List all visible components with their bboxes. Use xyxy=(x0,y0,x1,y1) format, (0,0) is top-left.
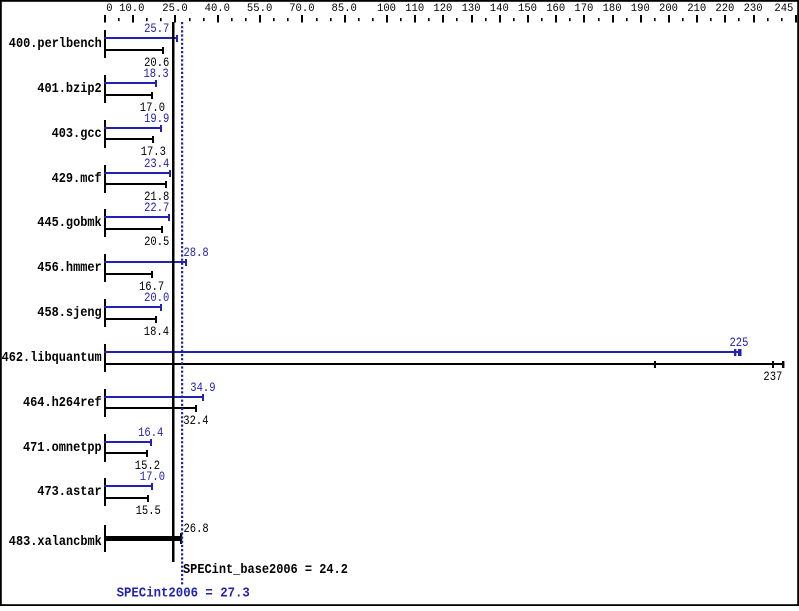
svg-text:210: 210 xyxy=(687,3,706,15)
svg-text:85.0: 85.0 xyxy=(332,3,357,15)
svg-text:16.4: 16.4 xyxy=(138,425,163,440)
svg-text:26.8: 26.8 xyxy=(184,521,209,536)
svg-text:473.astar: 473.astar xyxy=(37,485,101,500)
svg-text:55.0: 55.0 xyxy=(247,3,272,15)
svg-text:20.6: 20.6 xyxy=(144,55,169,70)
svg-text:200: 200 xyxy=(659,3,678,15)
svg-text:245: 245 xyxy=(774,3,793,15)
svg-text:237: 237 xyxy=(763,369,782,384)
svg-text:20.5: 20.5 xyxy=(144,234,169,249)
svg-text:15.5: 15.5 xyxy=(136,503,161,518)
svg-text:225: 225 xyxy=(730,335,749,350)
svg-text:32.4: 32.4 xyxy=(183,413,208,428)
svg-text:429.mcf: 429.mcf xyxy=(52,172,102,187)
svg-text:23.4: 23.4 xyxy=(144,156,169,171)
svg-text:19.9: 19.9 xyxy=(144,111,169,126)
svg-text:15.2: 15.2 xyxy=(135,458,160,473)
svg-text:401.bzip2: 401.bzip2 xyxy=(37,82,101,97)
svg-text:0: 0 xyxy=(106,3,112,15)
svg-text:150: 150 xyxy=(518,3,537,15)
svg-text:160: 160 xyxy=(546,3,565,15)
svg-text:SPECint_base2006 = 24.2: SPECint_base2006 = 24.2 xyxy=(183,563,348,578)
svg-text:180: 180 xyxy=(603,3,622,15)
svg-text:230: 230 xyxy=(744,3,763,15)
svg-text:40.0: 40.0 xyxy=(205,3,230,15)
svg-text:70.0: 70.0 xyxy=(289,3,314,15)
svg-text:220: 220 xyxy=(715,3,734,15)
svg-text:18.3: 18.3 xyxy=(144,66,169,81)
svg-text:22.7: 22.7 xyxy=(144,200,169,215)
svg-text:34.9: 34.9 xyxy=(190,380,215,395)
svg-text:120: 120 xyxy=(433,3,452,15)
svg-text:16.7: 16.7 xyxy=(139,279,164,294)
svg-text:21.8: 21.8 xyxy=(144,189,169,204)
svg-text:17.3: 17.3 xyxy=(141,144,166,159)
svg-text:130: 130 xyxy=(462,3,481,15)
svg-text:483.xalancbmk: 483.xalancbmk xyxy=(9,535,102,550)
svg-text:SPECint2006 = 27.3: SPECint2006 = 27.3 xyxy=(117,586,250,601)
svg-text:456.hmmer: 456.hmmer xyxy=(37,261,101,276)
svg-text:20.0: 20.0 xyxy=(144,290,169,305)
svg-text:400.perlbench: 400.perlbench xyxy=(9,37,102,52)
svg-text:17.0: 17.0 xyxy=(140,100,165,115)
svg-text:445.gobmk: 445.gobmk xyxy=(37,216,101,231)
svg-text:100: 100 xyxy=(377,3,396,15)
svg-text:170: 170 xyxy=(574,3,593,15)
svg-text:110: 110 xyxy=(405,3,424,15)
svg-text:140: 140 xyxy=(490,3,509,15)
svg-text:190: 190 xyxy=(631,3,650,15)
svg-text:10.0: 10.0 xyxy=(119,3,144,15)
svg-text:403.gcc: 403.gcc xyxy=(52,127,102,142)
svg-text:25.7: 25.7 xyxy=(144,21,169,36)
svg-text:471.omnetpp: 471.omnetpp xyxy=(23,441,102,456)
svg-text:28.8: 28.8 xyxy=(184,245,209,260)
svg-text:464.h264ref: 464.h264ref xyxy=(23,396,102,411)
svg-text:18.4: 18.4 xyxy=(144,324,169,339)
svg-text:25.0: 25.0 xyxy=(162,3,187,15)
svg-text:17.0: 17.0 xyxy=(140,469,165,484)
svg-text:462.libquantum: 462.libquantum xyxy=(2,351,102,366)
svg-text:458.sjeng: 458.sjeng xyxy=(37,306,101,321)
